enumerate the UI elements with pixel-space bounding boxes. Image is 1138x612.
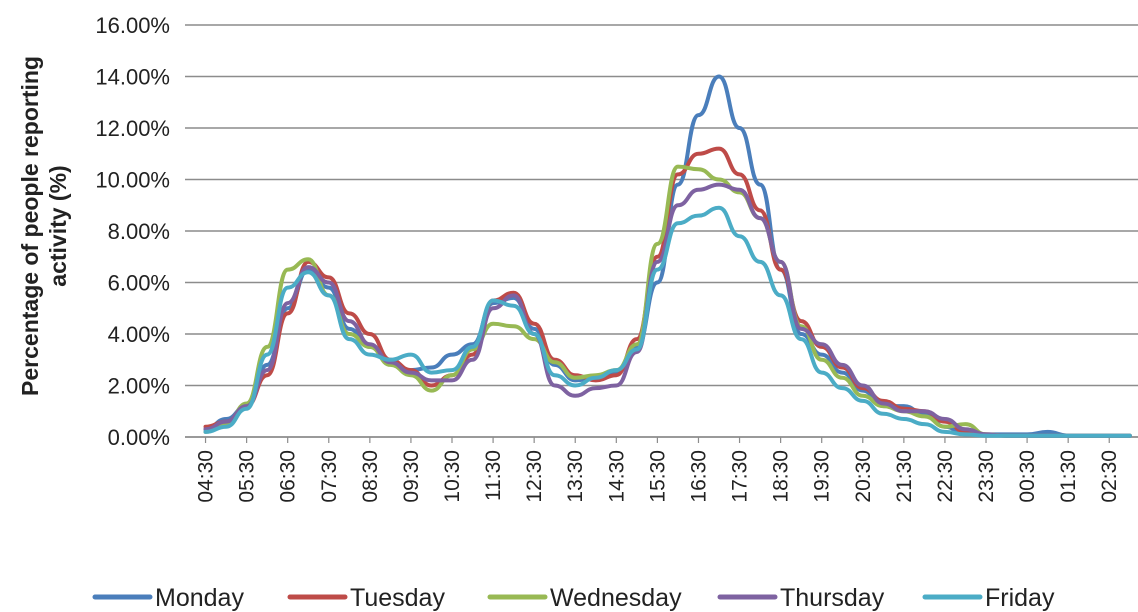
series-lines (203, 74, 1132, 438)
x-tick-label: 06:30 (277, 450, 300, 503)
legend-label-monday: Monday (155, 584, 244, 612)
x-tick-label: 08:30 (359, 450, 382, 503)
x-tick-label: 02:30 (1098, 450, 1121, 503)
x-tick-label: 20:30 (852, 450, 875, 503)
y-tick-label: 0.00% (108, 425, 170, 450)
x-tick-label: 10:30 (441, 450, 464, 503)
y-tick-label: 14.00% (95, 65, 170, 90)
x-tick-label: 17:30 (729, 450, 752, 503)
x-tick-label: 18:30 (770, 450, 793, 503)
series-line-wednesday (203, 164, 1132, 438)
legend-label-friday: Friday (985, 584, 1055, 612)
y-tick-label: 12.00% (95, 116, 170, 141)
legend-label-wednesday: Wednesday (550, 584, 682, 612)
gridlines (185, 24, 1138, 438)
x-tick-label: 04:30 (195, 450, 218, 503)
x-axis-ticks: 04:30 05:30 06:30 07:30 08:30 09:30 10:30 11:30… (195, 437, 1121, 503)
x-tick-label: 23:30 (975, 450, 998, 503)
x-tick-label: 19:30 (811, 450, 834, 503)
x-tick-label: 11:30 (482, 450, 505, 501)
y-tick-label: 10.00% (95, 168, 170, 193)
legend-label-thursday: Thursday (780, 584, 885, 612)
y-axis-label-line: activity (%) (45, 165, 71, 286)
y-axis-label-line: Percentage of people reporting (17, 56, 43, 396)
y-tick-label: 4.00% (108, 322, 170, 347)
y-tick-label: 16.00% (95, 13, 170, 38)
x-tick-label: 05:30 (236, 450, 259, 503)
x-tick-label: 22:30 (934, 450, 957, 503)
x-tick-label: 07:30 (318, 450, 341, 503)
x-tick-label: 00:30 (1016, 450, 1039, 503)
x-tick-label: 14:30 (605, 450, 628, 503)
x-tick-label: 16:30 (687, 450, 710, 503)
series-line-thursday (203, 182, 1132, 438)
x-tick-label: 01:30 (1057, 450, 1080, 503)
legend: Monday Tuesday Wednesday Thursday Friday (92, 584, 1055, 612)
x-tick-label: 12:30 (523, 450, 546, 503)
y-tick-label: 6.00% (108, 271, 170, 296)
y-tick-label: 2.00% (108, 374, 170, 399)
x-tick-label: 21:30 (893, 450, 916, 503)
y-axis-label: Percentage of people reporting activity (… (17, 56, 71, 396)
series-line-friday (203, 205, 1132, 438)
x-tick-label: 09:30 (400, 450, 423, 503)
series-line-monday (203, 74, 1132, 438)
legend-label-tuesday: Tuesday (350, 584, 445, 612)
y-axis-ticks: 0.00% 2.00% 4.00% 6.00% 8.00% 10.00% 12.00% 14.… (95, 13, 170, 450)
y-tick-label: 8.00% (108, 219, 170, 244)
x-tick-label: 15:30 (646, 450, 669, 503)
x-tick-label: 13:30 (564, 450, 587, 503)
